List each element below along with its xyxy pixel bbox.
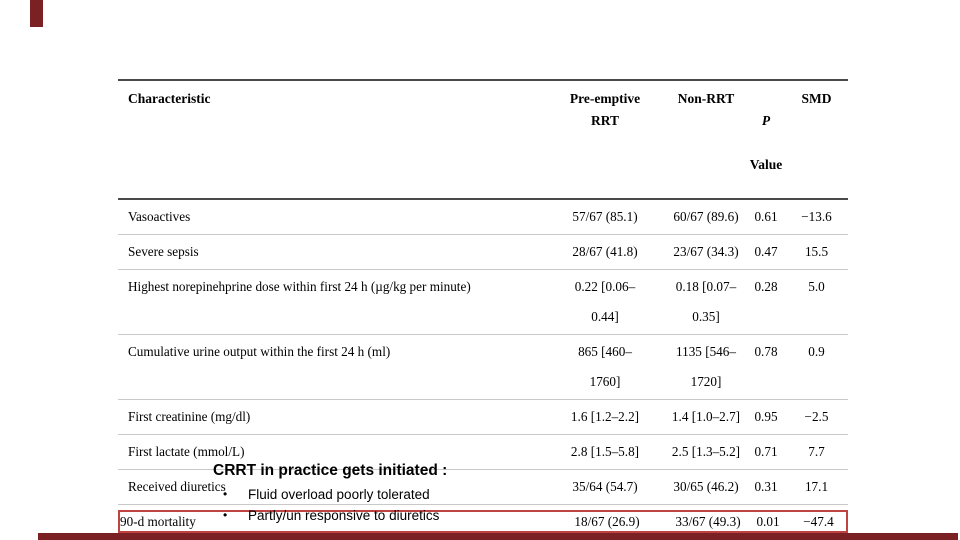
column-header-p-value: P Value: [747, 81, 785, 198]
table-row: First creatinine (mg/dl) 1.6 [1.2–2.2] 1…: [118, 400, 848, 435]
table-row: Vasoactives 57/67 (85.1) 60/67 (89.6) 0.…: [118, 200, 848, 235]
cell-smd: 15.5: [804, 244, 829, 259]
bullet-dot-icon: •: [223, 508, 228, 522]
table-header-row: Characteristic Pre-emptive RRT Non-RRT P…: [118, 81, 848, 200]
cell-preemptive-rrt: 18/67 (26.9): [574, 514, 640, 529]
cell-characteristic: Cumulative urine output within the first…: [128, 344, 391, 359]
characteristics-table: Characteristic Pre-emptive RRT Non-RRT P…: [118, 79, 848, 533]
bullet-item: • Partly/un responsive to diuretics: [213, 505, 447, 526]
cell-smd: −2.5: [804, 409, 829, 424]
cell-non-rrt: 1.4 [1.0–2.7]: [671, 409, 741, 424]
cell-p-value: 0.78: [754, 344, 778, 359]
table-row: 90-d mortality 18/67 (26.9) 33/67 (49.3)…: [118, 510, 848, 533]
cell-non-rrt: 1135 [546– 1720]: [676, 344, 736, 389]
cell-smd: 17.1: [804, 479, 829, 494]
bullet-dot-icon: •: [223, 487, 228, 501]
cell-non-rrt: 33/67 (49.3): [675, 514, 741, 529]
cell-preemptive-rrt: 57/67 (85.1): [572, 209, 638, 224]
column-header-smd: SMD: [801, 91, 832, 106]
callout-bullet-list: • Fluid overload poorly tolerated • Part…: [213, 484, 447, 526]
cell-non-rrt: 2.5 [1.3–5.2]: [671, 444, 741, 459]
p-value-header-line2: Value: [749, 157, 783, 172]
slide-accent-top-left: [30, 0, 43, 27]
column-header-preemptive-rrt: Pre-emptive RRT: [569, 91, 641, 128]
cell-p-value: 0.31: [754, 479, 778, 494]
cell-preemptive-rrt: 2.8 [1.5–5.8]: [570, 444, 640, 459]
column-header-non-rrt: Non-RRT: [677, 91, 735, 106]
cell-preemptive-rrt: 35/64 (54.7): [572, 479, 638, 494]
table-row: Received diuretics 35/64 (54.7) 30/65 (4…: [118, 470, 848, 505]
slide-accent-bottom-bar: [38, 533, 958, 540]
cell-smd: 0.9: [808, 344, 825, 359]
cell-p-value: 0.71: [754, 444, 778, 459]
callout: CRRT in practice gets initiated : • Flui…: [213, 461, 447, 526]
table-row: First lactate (mmol/L) 2.8 [1.5–5.8] 2.5…: [118, 435, 848, 470]
column-header-characteristic: Characteristic: [128, 91, 211, 106]
bullet-text: Partly/un responsive to diuretics: [248, 508, 440, 523]
cell-non-rrt: 0.18 [0.07– 0.35]: [675, 279, 737, 324]
cell-smd: 5.0: [808, 279, 825, 294]
bullet-item: • Fluid overload poorly tolerated: [213, 484, 447, 505]
cell-non-rrt: 23/67 (34.3): [673, 244, 739, 259]
cell-p-value: 0.95: [754, 409, 778, 424]
table-row: Highest norepinehprine dose within first…: [118, 270, 848, 335]
bullet-text: Fluid overload poorly tolerated: [248, 487, 430, 502]
cell-characteristic: First creatinine (mg/dl): [128, 409, 251, 424]
cell-non-rrt: 30/65 (46.2): [673, 479, 739, 494]
p-value-header-line1: P: [761, 113, 771, 128]
cell-p-value: 0.01: [756, 514, 780, 529]
callout-title: CRRT in practice gets initiated :: [213, 462, 448, 479]
cell-preemptive-rrt: 0.22 [0.06– 0.44]: [574, 279, 636, 324]
cell-characteristic: First lactate (mmol/L): [128, 444, 245, 459]
cell-smd: −13.6: [801, 209, 832, 224]
cell-p-value: 0.28: [754, 279, 778, 294]
cell-smd: −47.4: [803, 514, 834, 529]
cell-p-value: 0.61: [754, 209, 778, 224]
cell-characteristic: Severe sepsis: [128, 244, 199, 259]
cell-characteristic: Highest norepinehprine dose within first…: [128, 279, 471, 294]
cell-characteristic: Vasoactives: [128, 209, 191, 224]
cell-characteristic: 90-d mortality: [120, 514, 196, 529]
cell-preemptive-rrt: 28/67 (41.8): [572, 244, 638, 259]
cell-p-value: 0.47: [754, 244, 778, 259]
cell-smd: 7.7: [808, 444, 825, 459]
table-row: Cumulative urine output within the first…: [118, 335, 848, 400]
table-body: Vasoactives 57/67 (85.1) 60/67 (89.6) 0.…: [118, 200, 848, 533]
cell-characteristic: Received diuretics: [128, 479, 226, 494]
cell-preemptive-rrt: 1.6 [1.2–2.2]: [570, 409, 640, 424]
cell-non-rrt: 60/67 (89.6): [673, 209, 739, 224]
table-row: Severe sepsis 28/67 (41.8) 23/67 (34.3) …: [118, 235, 848, 270]
cell-preemptive-rrt: 865 [460– 1760]: [578, 344, 632, 389]
